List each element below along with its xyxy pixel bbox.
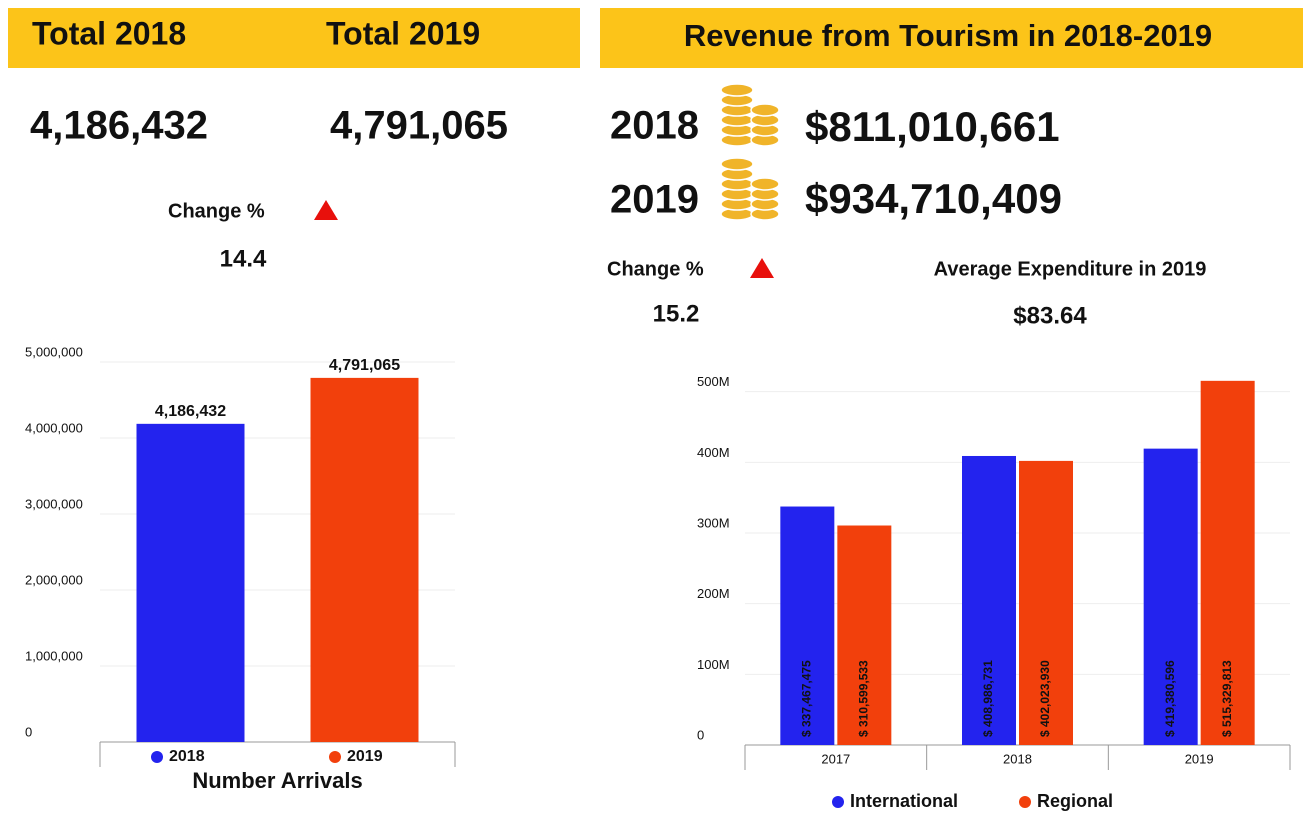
revenue-amount: $811,010,661 [805, 103, 1060, 150]
coins-icon [720, 83, 780, 147]
value-label: $ 337,467,475 [800, 660, 814, 737]
y-tick-label: 200M [697, 586, 730, 601]
legend-dot [832, 796, 844, 808]
y-tick-label: 300M [697, 515, 730, 530]
y-tick-label: 500M [697, 374, 730, 389]
average-value: $83.64 [1013, 302, 1087, 329]
change-label: Change % [607, 258, 704, 280]
header-2019: Total 2019 [326, 15, 480, 51]
bar [1200, 380, 1255, 745]
right-header-band [600, 8, 1303, 68]
change-value: 14.4 [220, 245, 267, 272]
legend-label: Regional [1037, 791, 1113, 811]
y-tick-label: 3,000,000 [25, 496, 83, 511]
bar [136, 423, 245, 742]
y-tick-label: 2,000,000 [25, 572, 83, 587]
coins-icon [720, 157, 780, 221]
header-2018: Total 2018 [32, 15, 186, 51]
value-label: $ 515,329,813 [1220, 660, 1234, 737]
legend-label: International [850, 791, 958, 811]
up-triangle [750, 258, 774, 278]
y-tick-label: 1,000,000 [25, 648, 83, 663]
y-tick-label: 100M [697, 657, 730, 672]
y-tick-label: 0 [25, 724, 32, 739]
value-label: 4,791,065 [329, 357, 400, 374]
total-2018: 4,186,432 [30, 104, 208, 148]
legend-label: 2019 [347, 748, 383, 765]
legend-dot [151, 751, 163, 763]
bar [837, 525, 892, 745]
x-tick-label: 2019 [1185, 751, 1214, 766]
value-label: $ 402,023,930 [1038, 660, 1052, 737]
legend-dot [1019, 796, 1031, 808]
value-label: $ 408,986,731 [981, 660, 995, 737]
revenue-title: Revenue from Tourism in 2018-2019 [684, 18, 1212, 53]
bar [1143, 448, 1198, 745]
change-value: 15.2 [653, 300, 700, 327]
bar [1019, 460, 1073, 745]
x-axis-label: Number Arrivals [192, 768, 362, 793]
average-label: Average Expenditure in 2019 [934, 258, 1207, 280]
revenue-amount: $934,710,409 [805, 175, 1062, 222]
change-label: Change % [168, 200, 265, 222]
y-tick-label: 4,000,000 [25, 420, 83, 435]
left-header-band [8, 8, 580, 68]
legend-dot [329, 751, 341, 763]
value-label: $ 310,599,533 [857, 660, 871, 737]
value-label: 4,186,432 [155, 403, 226, 420]
total-2019: 4,791,065 [330, 104, 508, 148]
y-tick-label: 0 [697, 727, 704, 742]
x-tick-label: 2017 [821, 751, 850, 766]
y-tick-label: 400M [697, 445, 730, 460]
value-label: $ 419,380,596 [1163, 660, 1177, 737]
bar [310, 377, 419, 742]
bar [962, 455, 1016, 745]
revenue-year: 2019 [610, 178, 699, 222]
legend-label: 2018 [169, 748, 205, 765]
up-triangle [314, 200, 338, 220]
bar [780, 506, 835, 745]
revenue-year: 2018 [610, 104, 699, 148]
y-tick-label: 5,000,000 [25, 344, 83, 359]
x-tick-label: 2018 [1003, 751, 1032, 766]
